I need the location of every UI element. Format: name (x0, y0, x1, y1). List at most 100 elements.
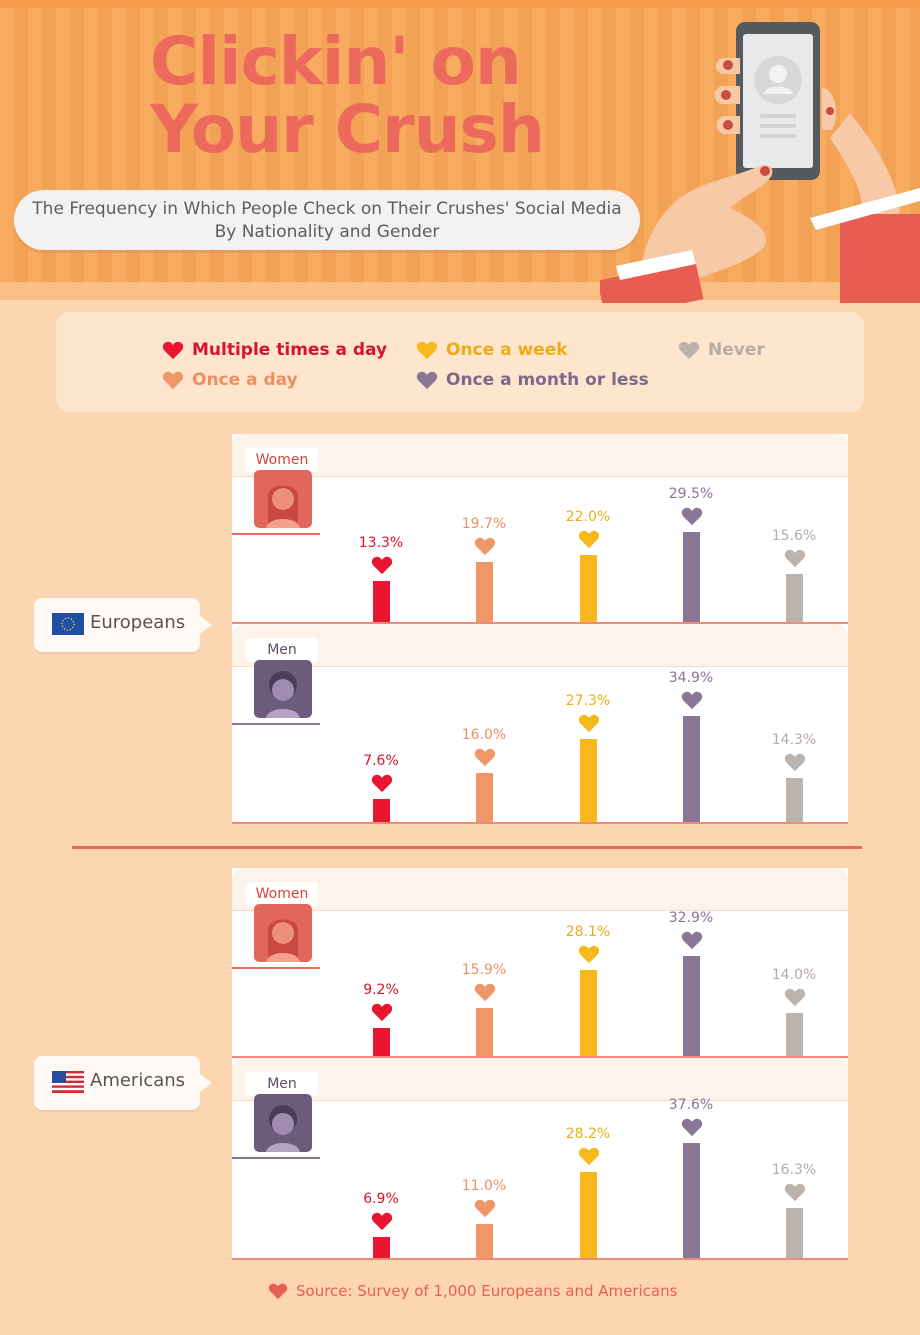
heart-icon (474, 748, 496, 767)
bar (786, 1208, 803, 1258)
bar (476, 773, 493, 822)
heart-icon (371, 1003, 393, 1022)
eu-flag-icon (52, 613, 84, 635)
legend-item-once-week: Once a week (416, 340, 568, 360)
bar (580, 739, 597, 822)
bar-value-label: 6.9% (363, 1191, 399, 1207)
bar-value-label: 29.5% (668, 486, 714, 502)
section-divider (72, 846, 862, 849)
subtitle-pill: The Frequency in Which People Check on T… (14, 190, 640, 250)
heart-icon (578, 1147, 600, 1166)
baseline (232, 1258, 848, 1260)
bar-value-label: 9.2% (363, 982, 399, 998)
bar (373, 1237, 390, 1258)
bar-value-label: 34.9% (668, 670, 714, 686)
bar (373, 581, 390, 622)
man-avatar-icon (254, 660, 312, 718)
avatar-underline (232, 967, 320, 969)
heart-icon (371, 1212, 393, 1231)
bar-value-label: 16.3% (771, 1162, 817, 1178)
sleeve-left (600, 259, 704, 303)
bar (476, 1008, 493, 1056)
avatar-underline (232, 723, 320, 725)
panel-header (232, 624, 848, 667)
legend-item-multiple: Multiple times a day (162, 340, 387, 360)
heart-icon (268, 1283, 288, 1300)
bar-value-label: 15.9% (461, 962, 507, 978)
bar-value-label: 14.0% (771, 967, 817, 983)
panel-header (232, 1058, 848, 1101)
legend-item-once-month: Once a month or less (416, 370, 649, 390)
bar-value-label: 7.6% (363, 753, 399, 769)
bar (476, 562, 493, 622)
heart-icon (678, 341, 700, 360)
legend-item-never: Never (678, 340, 765, 360)
heart-icon (416, 371, 438, 390)
heart-icon (474, 1199, 496, 1218)
avatar-underline (232, 533, 320, 535)
gender-label: Men (246, 1072, 318, 1096)
heart-icon (784, 1183, 806, 1202)
heart-icon (371, 556, 393, 575)
bar-value-label: 37.6% (668, 1097, 714, 1113)
heart-icon (681, 1118, 703, 1137)
bar (580, 970, 597, 1056)
heart-icon (784, 988, 806, 1007)
chart-panel-americans-women: Women 9.2% 15.9% 28.1% 32.9% 14.0% (232, 868, 848, 1058)
bar (683, 716, 700, 822)
nation-americans: Americans (34, 1056, 212, 1110)
heart-icon (681, 931, 703, 950)
bar-value-label: 28.1% (565, 924, 611, 940)
legend: Multiple times a day Once a day Once a w… (56, 312, 864, 412)
legend-item-once-day: Once a day (162, 370, 298, 390)
heart-icon (681, 507, 703, 526)
gender-label: Women (246, 448, 318, 472)
legend-label: Never (708, 340, 765, 360)
bar (580, 1172, 597, 1258)
panel-header (232, 434, 848, 477)
bar-value-label: 14.3% (771, 732, 817, 748)
sleeve-right (840, 214, 920, 303)
bar (786, 574, 803, 622)
woman-avatar-icon (254, 470, 312, 528)
baseline (232, 822, 848, 824)
subtitle-line-1: The Frequency in Which People Check on T… (32, 199, 622, 219)
bar-value-label: 22.0% (565, 509, 611, 525)
bar (786, 1013, 803, 1056)
heart-icon (578, 530, 600, 549)
bar-value-label: 13.3% (358, 535, 404, 551)
bar (683, 956, 700, 1056)
gender-label: Women (246, 882, 318, 906)
us-flag-icon (52, 1071, 84, 1093)
bar (683, 1143, 700, 1258)
heart-icon (474, 537, 496, 556)
nation-name: Europeans (90, 612, 186, 633)
page-title: Clickin' on Your Crush (150, 23, 545, 164)
chart-panel-americans-men: Men 6.9% 11.0% 28.2% 37.6% 16.3% (232, 1058, 848, 1260)
gender-label: Men (246, 638, 318, 662)
nation-europeans: Europeans (34, 598, 212, 652)
heart-icon (784, 753, 806, 772)
bar-value-label: 11.0% (461, 1178, 507, 1194)
bar-value-label: 15.6% (771, 528, 817, 544)
legend-label: Once a day (192, 370, 298, 390)
legend-label: Multiple times a day (192, 340, 388, 360)
legend-label: Once a week (446, 340, 568, 360)
subtitle-line-2: By Nationality and Gender (214, 222, 440, 242)
heart-icon (578, 945, 600, 964)
heart-icon (371, 774, 393, 793)
bar-value-label: 27.3% (565, 693, 611, 709)
bar-value-label: 28.2% (565, 1126, 611, 1142)
baseline (232, 622, 848, 624)
title-line-1: Clickin' on (150, 23, 522, 100)
bar (373, 1028, 390, 1056)
heart-icon (681, 691, 703, 710)
heart-icon (162, 341, 184, 360)
source-text: Source: Survey of 1,000 Europeans and Am… (296, 1282, 678, 1300)
heart-icon (162, 371, 184, 390)
heart-icon (416, 341, 438, 360)
chart-panel-europeans-women: Women 13.3% 19.7% 22.0% 29.5% 15.6% (232, 434, 848, 624)
bar (373, 799, 390, 822)
legend-label: Once a month or less (446, 370, 649, 390)
header-top-border (0, 0, 920, 8)
